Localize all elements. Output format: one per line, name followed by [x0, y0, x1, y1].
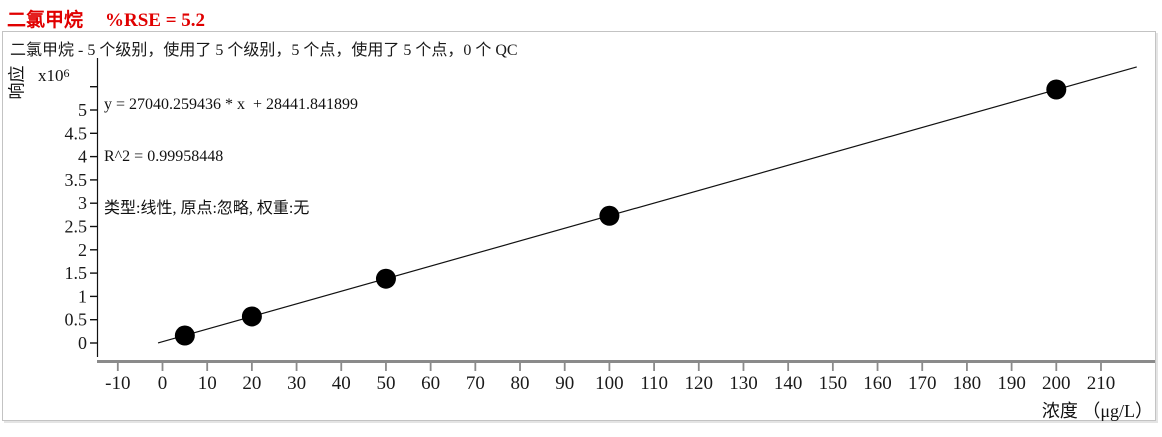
x-axis: -10 0 10 20 30 40 50 60 70 80 90 100 110 120 130 140 150… — [97, 360, 1155, 394]
x-axis-title: 浓度 （μg/L） — [1041, 401, 1153, 421]
x-tick-label: 70 — [466, 373, 485, 394]
x-tick-label: 60 — [421, 373, 440, 394]
calibration-point — [375, 268, 396, 289]
x-tick-label: 200 — [1042, 373, 1071, 394]
x-tick-label: 30 — [287, 373, 306, 394]
y-tick-label: 1.5 — [65, 263, 88, 283]
x-tick-label: 190 — [997, 373, 1026, 394]
y-tick-label: 3.5 — [65, 170, 88, 190]
calibration-point — [241, 306, 262, 327]
y-tick-label: 1 — [78, 286, 87, 306]
fit-type-origin-weight: 类型:线性, 原点:忽略, 权重:无 — [104, 200, 310, 218]
y-tick-label: 5 — [78, 100, 87, 120]
x-tick-label: -10 — [105, 373, 130, 394]
x-tick-label: 210 — [1087, 373, 1116, 394]
x-tick-label: 130 — [729, 373, 758, 394]
compound-title: 二氯甲烷 %RSE = 5.2 — [7, 5, 205, 32]
x-tick-label: 170 — [908, 373, 937, 394]
y-axis: 0 0.5 1 1.5 2 2.5 3 3.5 4 4.5 5 — [65, 58, 99, 357]
x-tick-label: 110 — [640, 373, 668, 394]
x-tick-label: 140 — [774, 373, 803, 394]
calibration-point — [1046, 79, 1067, 100]
y-axis-scale-label: x106 — [38, 66, 70, 85]
x-tick-label: 150 — [819, 373, 848, 394]
x-tick-label: 50 — [376, 373, 395, 394]
curve-panel[interactable] — [2, 31, 1156, 421]
compound-name: 二氯甲烷 — [7, 10, 84, 31]
y-tick-label: 2.5 — [65, 217, 88, 237]
x-tick-label: 20 — [242, 373, 261, 394]
y-tick-label: 0 — [78, 333, 87, 353]
curve-summary-text: 二氯甲烷 - 5 个级别，使用了 5 个级别，5 个点，使用了 5 个点，0 个… — [10, 42, 518, 59]
regression-line — [157, 66, 1137, 344]
fit-equation-block: y = 27040.259436 * x + 28441.841899 R^2 … — [104, 61, 358, 235]
x-tick-label: 160 — [863, 373, 892, 394]
y-tick-label: 2 — [78, 240, 87, 260]
calibration-point — [599, 205, 620, 226]
calibration-point — [174, 325, 195, 346]
x-tick-label: 180 — [953, 373, 982, 394]
x-tick-label: 80 — [511, 373, 530, 394]
x-tick-label: 10 — [198, 373, 217, 394]
y-tick-label: 0.5 — [65, 310, 88, 330]
fit-equation: y = 27040.259436 * x + 28441.841899 — [104, 95, 359, 113]
rse-value: %RSE = 5.2 — [105, 10, 206, 31]
y-tick-label: 4.5 — [65, 123, 88, 143]
fit-r-squared: R^2 = 0.99958448 — [104, 148, 224, 166]
x-tick-label: 0 — [158, 373, 168, 394]
calibration-points — [174, 79, 1067, 346]
y-tick-label: 3 — [78, 193, 87, 213]
x-tick-label: 120 — [685, 373, 714, 394]
y-tick-label: 4 — [78, 147, 87, 167]
x-tick-label: 90 — [555, 373, 574, 394]
x-tick-label: 40 — [332, 373, 351, 394]
x-tick-label: 100 — [595, 373, 624, 394]
y-scale-exponent: 6 — [63, 66, 70, 80]
